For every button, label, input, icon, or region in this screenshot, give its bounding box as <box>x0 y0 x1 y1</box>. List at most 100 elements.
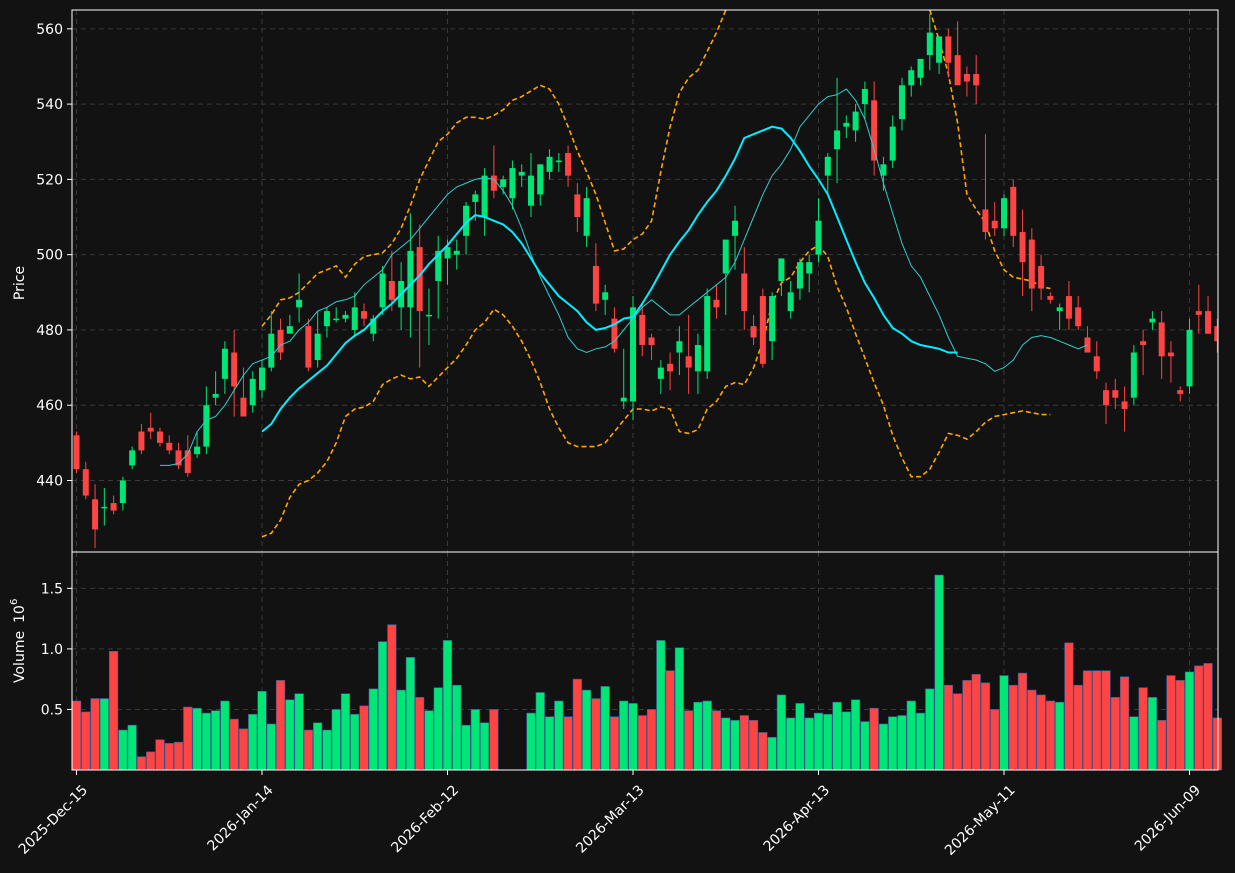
candle-body <box>277 329 284 353</box>
candle-body <box>639 314 646 345</box>
volume-bar-up <box>721 717 731 771</box>
volume-bar-down <box>238 728 249 771</box>
candle-body <box>1010 186 1017 236</box>
candle-body <box>889 126 896 161</box>
candle-body <box>648 337 655 345</box>
candle-body <box>129 450 136 466</box>
candle-up <box>843 115 850 138</box>
candle-body <box>713 299 720 308</box>
volume-bar-up <box>795 703 805 771</box>
candle-body <box>546 156 553 172</box>
candle-body <box>361 311 368 319</box>
candle-body <box>453 250 460 255</box>
candle-body <box>305 326 312 368</box>
candle-up <box>407 213 414 338</box>
candle-up <box>769 292 776 361</box>
candle-down <box>871 81 878 176</box>
volume-bar-down <box>1166 675 1176 771</box>
candle-up <box>889 115 896 169</box>
candle-up <box>834 77 841 184</box>
volume-bar-up <box>257 690 267 771</box>
candle-up <box>1130 344 1137 406</box>
volume-bar-up <box>1129 716 1139 771</box>
candle-down <box>973 55 980 105</box>
candle-up <box>314 311 321 368</box>
candle-body <box>861 89 868 105</box>
candle-body <box>1019 232 1026 263</box>
candle-body <box>323 311 330 327</box>
volume-bar-up <box>99 698 109 771</box>
volume-panel-frame <box>71 551 1219 771</box>
candle-down <box>277 318 284 361</box>
candle-body <box>240 397 247 417</box>
volume-bar-down <box>183 706 193 771</box>
candle-down <box>759 288 766 368</box>
candle-up <box>852 104 859 142</box>
candle-body <box>1130 352 1137 398</box>
volume-bar-down <box>1175 680 1185 771</box>
candle-body <box>296 299 303 308</box>
candle-body <box>82 469 89 496</box>
price-tick-label: 480 <box>36 323 63 339</box>
candle-body <box>184 450 191 473</box>
candle-down <box>156 427 163 447</box>
volume-bar-up <box>730 720 740 771</box>
candle-up <box>119 476 126 511</box>
candle-up <box>555 153 562 172</box>
candle-up <box>268 311 275 372</box>
candle-down <box>1028 228 1035 312</box>
candle-body <box>611 318 618 349</box>
volume-axis-label: Volume 10 6 <box>9 599 28 683</box>
volume-bar-up <box>1055 701 1065 771</box>
volume-bar-up <box>786 717 796 771</box>
volume-tick-label: 1.5 <box>41 581 63 597</box>
volume-bar-up <box>544 716 555 771</box>
volume-bar-up <box>340 693 351 771</box>
candle-body <box>732 220 739 236</box>
candle-body <box>834 130 841 150</box>
candle-up <box>778 258 785 297</box>
candle-up <box>898 77 905 131</box>
candle-body <box>991 220 998 229</box>
candle-body <box>1121 401 1128 409</box>
candle-up <box>333 307 340 323</box>
volume-bar-up <box>377 641 388 771</box>
ma-short-line <box>160 88 1088 466</box>
volume-bar-up <box>850 699 861 771</box>
candle-body <box>221 348 228 379</box>
candle-up <box>463 201 470 255</box>
candle-body <box>741 273 748 312</box>
candle-body <box>1177 390 1184 394</box>
volume-bar-up <box>841 711 851 771</box>
candle-down <box>184 435 191 477</box>
candle-down <box>388 250 395 312</box>
volume-bar-up <box>470 709 480 771</box>
candle-body <box>685 356 692 368</box>
candle-up <box>657 360 664 394</box>
candle-up <box>537 164 544 206</box>
candle-down <box>945 28 952 78</box>
volume-bar-down <box>609 716 620 771</box>
candle-down <box>1019 209 1026 297</box>
volume-bar-down <box>1138 687 1148 771</box>
candle-body <box>871 100 878 161</box>
candle-body <box>973 73 980 86</box>
candle-down <box>1047 292 1054 304</box>
volume-bar-down <box>136 756 147 771</box>
candle-body <box>444 247 451 259</box>
candle-body <box>416 247 423 312</box>
candle-body <box>574 194 581 218</box>
candle-body <box>1186 329 1193 387</box>
candle-down <box>138 424 145 455</box>
volume-bar-up <box>452 684 462 771</box>
candle-up <box>908 66 915 97</box>
candle-body <box>555 160 562 163</box>
candle-up <box>676 326 683 376</box>
candle-body <box>1065 296 1072 319</box>
price-tick-label: 560 <box>36 22 63 38</box>
candle-down <box>1103 382 1110 425</box>
candle-up <box>936 36 943 74</box>
candle-up <box>917 58 924 86</box>
candle-body <box>796 262 803 289</box>
volume-bar-up <box>888 716 898 771</box>
